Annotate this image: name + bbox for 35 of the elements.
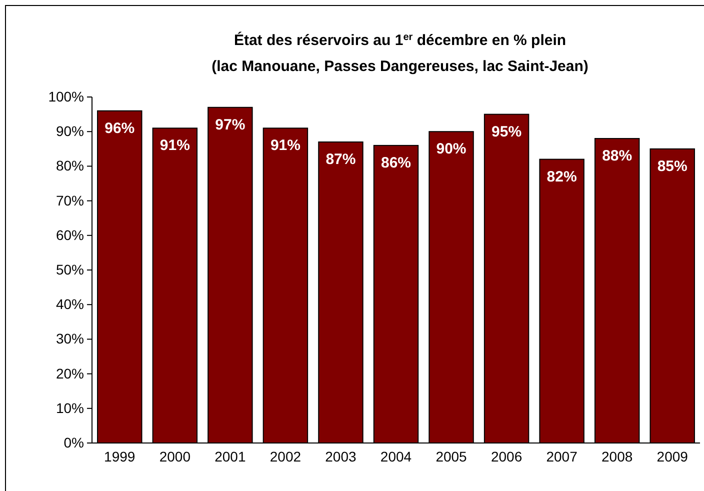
x-tick-label: 1999 bbox=[104, 448, 136, 464]
data-label: 86% bbox=[380, 154, 412, 172]
x-tick-label: 2003 bbox=[325, 448, 357, 464]
data-label: 91% bbox=[160, 137, 190, 154]
y-tick-label: 0% bbox=[64, 434, 84, 450]
x-tick-label: 2008 bbox=[602, 448, 633, 464]
x-tick-label: 2005 bbox=[436, 448, 468, 464]
x-tick-label: 2000 bbox=[159, 448, 191, 464]
x-tick-label: 2004 bbox=[380, 448, 412, 464]
data-label: 87% bbox=[326, 150, 356, 168]
chart-title: État des réservoirs au 1$^{er}$ décembre en % plein bbox=[234, 31, 566, 49]
y-tick-label: 40% bbox=[56, 296, 84, 312]
x-tick-label: 2001 bbox=[214, 448, 246, 464]
y-tick-label: 30% bbox=[56, 330, 84, 347]
data-label: 95% bbox=[492, 123, 522, 140]
y-tick-label: 100% bbox=[48, 88, 84, 104]
data-label: 96% bbox=[104, 120, 135, 137]
data-label: 91% bbox=[270, 137, 300, 154]
chart-subtitle: (lac Manouane, Passes Dangereuses, lac Saint-Jean) bbox=[212, 58, 588, 75]
y-tick-label: 70% bbox=[56, 192, 84, 208]
y-tick-label: 90% bbox=[56, 123, 84, 140]
data-label: 90% bbox=[436, 140, 466, 158]
y-tick-label: 50% bbox=[56, 261, 84, 278]
x-tick-label: 2002 bbox=[270, 448, 302, 464]
x-tick-label: 2006 bbox=[490, 448, 522, 464]
y-tick-label: 60% bbox=[56, 226, 84, 243]
data-label: 88% bbox=[602, 148, 632, 165]
y-tick-label: 10% bbox=[56, 400, 84, 416]
data-label: 85% bbox=[657, 158, 688, 175]
y-tick-label: 80% bbox=[56, 158, 84, 174]
x-tick-label: 2007 bbox=[546, 448, 578, 464]
data-label: 82% bbox=[546, 168, 577, 186]
y-tick-label: 20% bbox=[56, 365, 84, 382]
x-tick-label: 2009 bbox=[656, 448, 688, 464]
data-label: 97% bbox=[215, 116, 246, 134]
